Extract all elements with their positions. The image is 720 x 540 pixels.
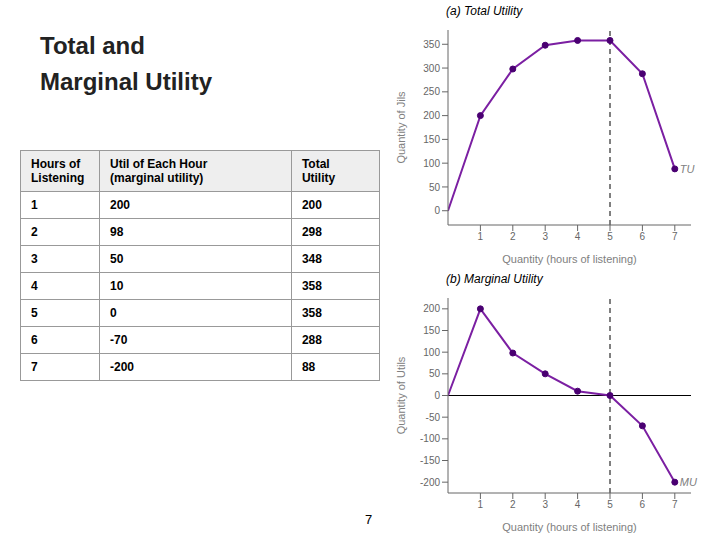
html-text:Util of Each Hour (marginal ut: Util of Each Hour (marginal utility) xyxy=(110,157,208,185)
html-text:6: 6 xyxy=(31,333,38,347)
svg-text:3: 3 xyxy=(542,231,548,242)
html-text:50: 50 xyxy=(110,252,124,266)
svg-text:1: 1 xyxy=(478,231,484,242)
svg-text:Quantity (hours of listening): Quantity (hours of listening) xyxy=(502,253,637,265)
html-text:200: 200 xyxy=(110,198,130,212)
svg-text:6: 6 xyxy=(640,231,646,242)
svg-text:50: 50 xyxy=(429,368,441,379)
html-text:358: 358 xyxy=(301,279,322,293)
svg-text:5: 5 xyxy=(607,231,613,242)
svg-text:50: 50 xyxy=(429,182,441,193)
svg-text:6: 6 xyxy=(640,499,646,510)
html-text:358: 358 xyxy=(301,306,322,320)
html-text:2: 2 xyxy=(31,225,38,239)
html-text:7: 7 xyxy=(365,512,373,527)
html-text:-70: -70 xyxy=(110,333,128,347)
html-text:200: 200 xyxy=(301,198,322,212)
html-text:Hours of Listening: Hours of Listening xyxy=(31,157,85,185)
svg-text:5: 5 xyxy=(607,499,613,510)
svg-text:100: 100 xyxy=(423,347,440,358)
html-text:88: 88 xyxy=(301,360,316,374)
html-text:Total Utility: Total Utility xyxy=(301,157,336,185)
svg-text:TU: TU xyxy=(680,163,695,175)
svg-text:2: 2 xyxy=(510,499,516,510)
svg-text:0: 0 xyxy=(434,205,440,216)
svg-text:4: 4 xyxy=(575,499,581,510)
svg-text:100: 100 xyxy=(423,158,440,169)
svg-text:MU: MU xyxy=(680,476,697,488)
html-text:-200: -200 xyxy=(110,360,134,374)
html-text:0: 0 xyxy=(110,306,117,320)
html-text:Total and Marginal Utility: Total and Marginal Utility xyxy=(40,32,212,95)
html-text:4: 4 xyxy=(31,279,38,293)
html-text:98: 98 xyxy=(110,225,124,239)
svg-text:-100: -100 xyxy=(420,433,440,444)
html-text:(b) Marginal Utility: (b) Marginal Utility xyxy=(446,272,543,286)
html-text:5: 5 xyxy=(31,306,38,320)
svg-text:Quantity (hours of listening): Quantity (hours of listening) xyxy=(502,521,637,533)
html-text:348: 348 xyxy=(301,252,322,266)
svg-text:3: 3 xyxy=(542,499,548,510)
svg-text:-200: -200 xyxy=(420,477,440,488)
svg-text:250: 250 xyxy=(423,86,440,97)
svg-text:2: 2 xyxy=(510,231,516,242)
svg-text:150: 150 xyxy=(423,134,440,145)
svg-text:150: 150 xyxy=(423,325,440,336)
svg-text:300: 300 xyxy=(423,63,440,74)
svg-text:0: 0 xyxy=(434,390,440,401)
svg-text:7: 7 xyxy=(672,499,678,510)
svg-text:7: 7 xyxy=(672,231,678,242)
svg-text:4: 4 xyxy=(575,231,581,242)
svg-text:200: 200 xyxy=(423,303,440,314)
html-text:10: 10 xyxy=(110,279,124,293)
svg-text:Quantity of Utils: Quantity of Utils xyxy=(395,356,407,434)
html-text:1: 1 xyxy=(31,198,38,212)
svg-text:-50: -50 xyxy=(426,412,441,423)
svg-text:1: 1 xyxy=(478,499,484,510)
svg-text:350: 350 xyxy=(423,39,440,50)
svg-text:-150: -150 xyxy=(420,455,440,466)
html-text:(a) Total Utility: (a) Total Utility xyxy=(446,4,523,18)
svg-text:200: 200 xyxy=(423,110,440,121)
html-text:288: 288 xyxy=(301,333,322,347)
html-text:7: 7 xyxy=(31,360,38,374)
html-text:3: 3 xyxy=(31,252,38,266)
svg-text:Quantity of Jils: Quantity of Jils xyxy=(395,91,407,164)
html-text:298: 298 xyxy=(301,225,322,239)
